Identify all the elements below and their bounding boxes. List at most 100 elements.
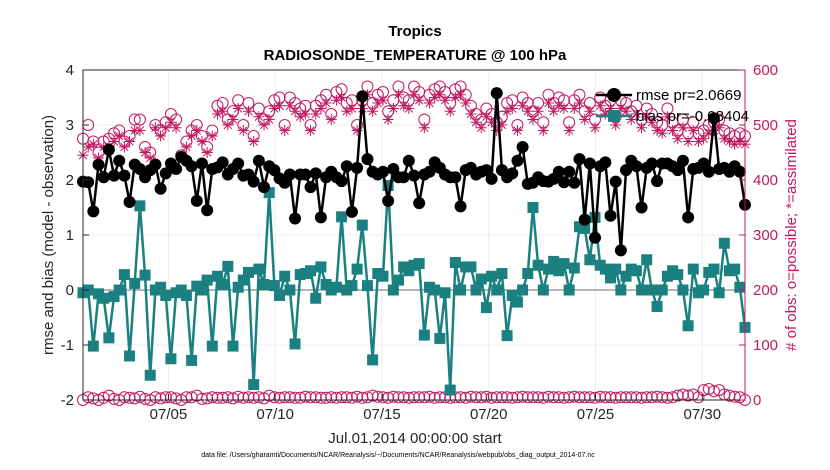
rmse-point	[413, 197, 426, 210]
rmse-point	[345, 205, 358, 218]
rmse-point	[92, 158, 105, 171]
obs-assimilated-point	[563, 125, 575, 136]
obs-possible-point	[630, 391, 643, 404]
obs-possible-point	[376, 391, 389, 404]
bias-point	[222, 260, 234, 272]
obs-possible-point	[387, 390, 400, 403]
obs-possible-point	[314, 391, 327, 404]
obs-assimilated-point	[636, 122, 648, 134]
obs-possible-point	[573, 391, 586, 404]
obs-assimilated-point	[248, 136, 260, 147]
obs-possible-point	[345, 391, 358, 404]
obs-possible-point	[511, 391, 524, 404]
obs-assimilated-point	[548, 105, 560, 117]
obs-possible-point	[361, 391, 374, 404]
rmse-point	[651, 175, 664, 188]
bias-point	[180, 290, 192, 301]
obs-possible-point	[237, 391, 250, 404]
bias-point	[387, 284, 399, 296]
obs-possible-point	[645, 391, 658, 404]
left-tick-label: 2	[66, 172, 74, 189]
obs-possible-point	[635, 391, 648, 404]
bias-point	[315, 261, 327, 273]
obs-possible-point	[470, 391, 483, 404]
obs-assimilated-point	[605, 103, 617, 114]
bias-point	[284, 284, 296, 296]
rmse-point	[707, 112, 720, 125]
obs-assimilated-point	[594, 100, 606, 112]
obs-assimilated-point	[703, 127, 715, 139]
obs-assimilated-point	[599, 108, 611, 120]
obs-possible-point	[128, 392, 141, 405]
obs-assimilated-point	[527, 114, 539, 125]
obs-assimilated-point	[186, 130, 198, 142]
obs-possible-point	[609, 391, 622, 404]
data-file-footer: data file: /Users/gharamti/Documents/NCA…	[201, 452, 595, 459]
obs-possible-point	[506, 391, 519, 404]
bias-point	[584, 254, 596, 266]
obs-assimilated-point	[217, 105, 229, 117]
rmse-point	[490, 87, 503, 100]
rmse-point	[351, 161, 364, 174]
rmse-point	[159, 167, 172, 180]
obs-possible-point	[170, 392, 183, 405]
obs-possible-point	[651, 390, 664, 403]
obs-assimilated-point	[630, 108, 642, 120]
bias-point	[672, 269, 684, 281]
bias-point	[201, 274, 213, 286]
obs-assimilated-point	[532, 105, 544, 117]
obs-assimilated-point	[413, 94, 425, 106]
obs-assimilated-point	[449, 92, 461, 103]
obs-assimilated-point	[651, 125, 663, 136]
obs-assimilated-point	[201, 147, 213, 158]
rmse-point	[113, 154, 126, 167]
obs-assimilated-point	[723, 136, 735, 147]
obs-assimilated-point	[574, 97, 585, 109]
obs-assimilated-point	[491, 125, 503, 136]
obs-assimilated-point	[677, 122, 689, 134]
obs-possible-point	[490, 391, 503, 404]
left-tick-label: 0	[66, 282, 74, 299]
obs-assimilated-point	[661, 111, 673, 123]
obs-assimilated-point	[222, 119, 234, 131]
bias-point	[620, 270, 632, 282]
bias-point	[656, 284, 668, 296]
obs-assimilated-point	[108, 136, 120, 147]
bias-point	[713, 287, 725, 299]
obs-possible-point	[87, 392, 100, 405]
bias-point	[87, 340, 99, 352]
rmse-point	[589, 231, 602, 244]
obs-assimilated-point	[82, 141, 94, 153]
obs-assimilated-point	[687, 125, 699, 136]
bias-point	[211, 270, 223, 282]
obs-assimilated-point	[232, 103, 244, 114]
bias-point	[568, 262, 580, 274]
obs-possible-point	[154, 392, 167, 405]
x-tick-label: 07/15	[363, 406, 401, 423]
bias-point	[346, 280, 358, 292]
obs-assimilated-point	[372, 97, 384, 109]
rmse-point	[563, 165, 576, 178]
obs-assimilated-point	[336, 92, 348, 103]
bias-point	[501, 330, 513, 342]
obs-assimilated-point	[718, 133, 730, 145]
rmse-point	[573, 153, 586, 166]
obs-assimilated-point	[579, 114, 591, 125]
rmse-point	[149, 158, 162, 171]
rmse-point	[671, 164, 684, 177]
obs-assimilated-point	[299, 108, 311, 120]
bias-point	[274, 290, 286, 301]
obs-assimilated-point	[279, 125, 291, 136]
bias-point	[330, 281, 342, 293]
bias-point	[455, 284, 467, 296]
bias-point	[677, 284, 689, 296]
obs-possible-point	[278, 391, 291, 404]
bias-point	[486, 270, 498, 282]
obs-possible-point	[578, 391, 591, 404]
bias-point	[310, 292, 322, 304]
obs-assimilated-point	[589, 122, 601, 134]
right-tick-label: 500	[753, 117, 778, 134]
obs-possible-point	[206, 391, 219, 404]
bias-point	[186, 354, 198, 366]
obs-possible-point	[351, 390, 364, 403]
